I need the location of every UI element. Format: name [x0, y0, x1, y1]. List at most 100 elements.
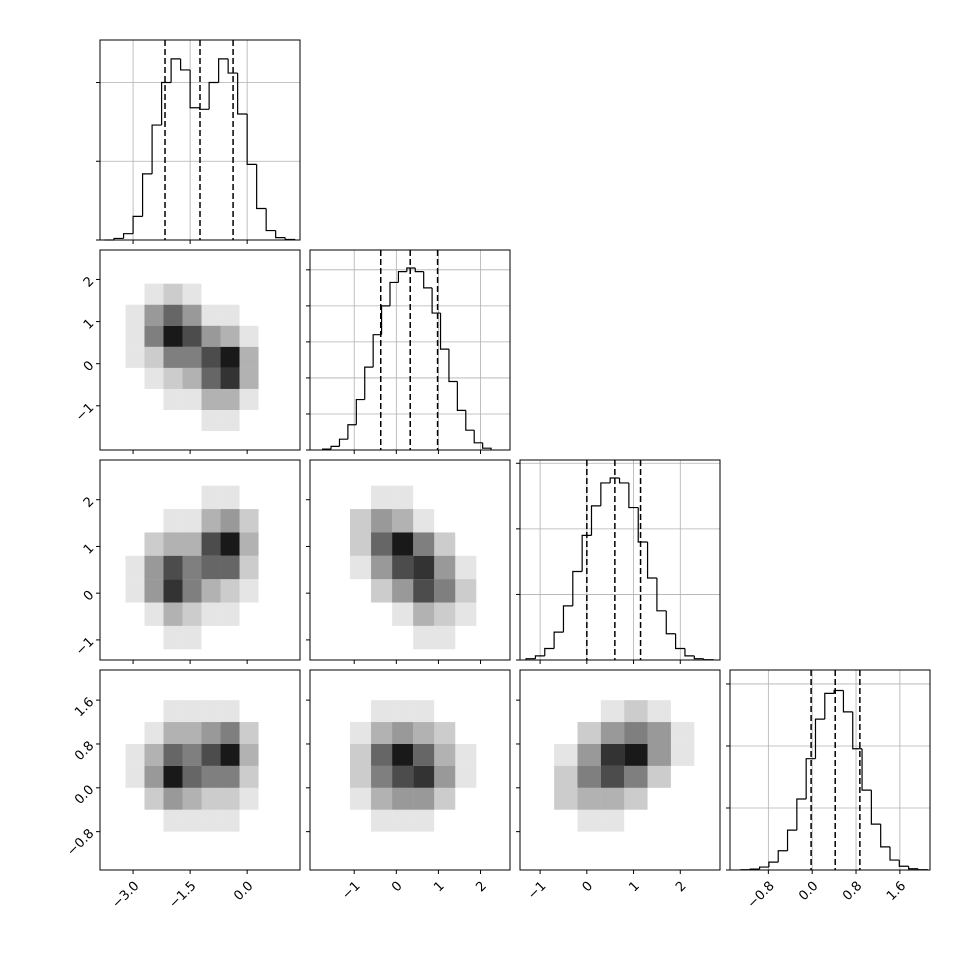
density-cell	[220, 787, 240, 810]
y-tick-label: 1	[81, 316, 97, 332]
density-cell	[392, 722, 414, 744]
density-cell	[221, 284, 240, 305]
density-cell	[259, 486, 278, 509]
density-cell	[413, 602, 435, 626]
density-cell	[144, 743, 164, 766]
density-cell	[202, 832, 221, 854]
axes-frame	[519, 669, 721, 871]
density-cell	[221, 626, 240, 649]
histogram-bin	[824, 692, 835, 720]
density-cell	[125, 532, 144, 555]
density-cell	[624, 700, 648, 723]
density-cell	[434, 743, 456, 766]
density-cell	[577, 722, 601, 744]
x-tick-label: 1	[431, 879, 447, 895]
density-cell	[476, 832, 497, 854]
density-cell	[554, 678, 577, 700]
histogram-bin	[618, 478, 629, 484]
histogram-bin	[456, 381, 466, 411]
histogram-bin	[355, 398, 365, 425]
axes-frame	[99, 249, 301, 451]
density-cell	[413, 832, 434, 854]
density-cell	[350, 787, 372, 810]
density-cell	[259, 722, 278, 744]
density-cell	[413, 809, 435, 832]
density-cell	[125, 678, 144, 700]
density-cell	[202, 678, 221, 700]
density-cell	[239, 509, 259, 533]
density-cell	[413, 625, 435, 650]
density-cell	[125, 626, 144, 649]
density-cell	[392, 765, 414, 788]
density-cell	[220, 602, 240, 626]
histogram-bin	[805, 758, 816, 799]
density-cell	[624, 765, 648, 788]
y-tick-label: 0	[81, 588, 97, 604]
histogram-bin	[880, 824, 890, 848]
density-cell	[220, 325, 240, 347]
density-cell	[182, 722, 202, 744]
density-cell	[371, 743, 393, 766]
density-cell	[259, 788, 278, 810]
density-cell	[329, 509, 350, 532]
density-cell	[125, 389, 144, 410]
density-cell	[144, 602, 164, 626]
density-cell	[239, 325, 259, 347]
density-cell	[240, 832, 259, 854]
density-cell	[163, 743, 183, 766]
axes-frame	[729, 669, 931, 871]
density-cell	[455, 602, 477, 626]
x-tick-label: 1.6	[884, 879, 909, 904]
density-cell	[434, 722, 456, 744]
histogram-bin	[628, 482, 639, 509]
density-cell	[350, 555, 372, 580]
density-cell	[201, 787, 221, 810]
histogram-bin	[609, 477, 620, 483]
density-cell	[201, 555, 221, 580]
density-cell	[371, 787, 393, 810]
density-cell	[329, 556, 350, 579]
density-cell	[182, 743, 202, 766]
density-cell	[259, 678, 278, 700]
density-cell	[144, 678, 163, 700]
density-cell	[476, 486, 497, 509]
density-cell	[201, 809, 221, 832]
y-tick-label: 0.0	[72, 783, 97, 808]
density-cell	[392, 809, 414, 832]
density-cell	[259, 556, 278, 579]
histogram-bin	[646, 541, 657, 579]
density-cell	[329, 579, 350, 602]
density-cell	[163, 486, 182, 509]
density-cell	[239, 346, 259, 368]
density-cell	[240, 810, 259, 832]
density-cell	[240, 410, 259, 431]
axes-frame	[99, 39, 301, 241]
density-cell	[163, 325, 183, 347]
histogram-bin	[431, 287, 441, 314]
density-cell	[239, 555, 259, 580]
density-cell	[350, 486, 371, 509]
density-cell	[413, 486, 434, 509]
density-cell	[671, 832, 694, 854]
density-cell	[144, 722, 164, 744]
density-cell	[476, 556, 497, 579]
x-tick-label: 0.0	[231, 879, 256, 904]
density-cell	[182, 283, 202, 305]
density-cell	[577, 809, 601, 832]
density-cell	[239, 388, 259, 410]
histogram-bin	[758, 866, 769, 870]
density-cell	[371, 678, 392, 700]
density-cell	[220, 367, 240, 389]
y-tick-label: −1	[73, 400, 97, 424]
histogram-bin	[693, 655, 704, 660]
density-cell	[125, 700, 144, 722]
density-cell	[476, 766, 497, 788]
histogram-bin	[465, 410, 475, 431]
density-cell	[413, 678, 434, 700]
y-tick-label: −0.8	[64, 826, 97, 859]
density-cell	[220, 743, 240, 766]
density-cell	[694, 788, 717, 810]
histogram-bin	[199, 107, 210, 110]
density-cell	[371, 509, 393, 533]
density-cell	[239, 787, 259, 810]
